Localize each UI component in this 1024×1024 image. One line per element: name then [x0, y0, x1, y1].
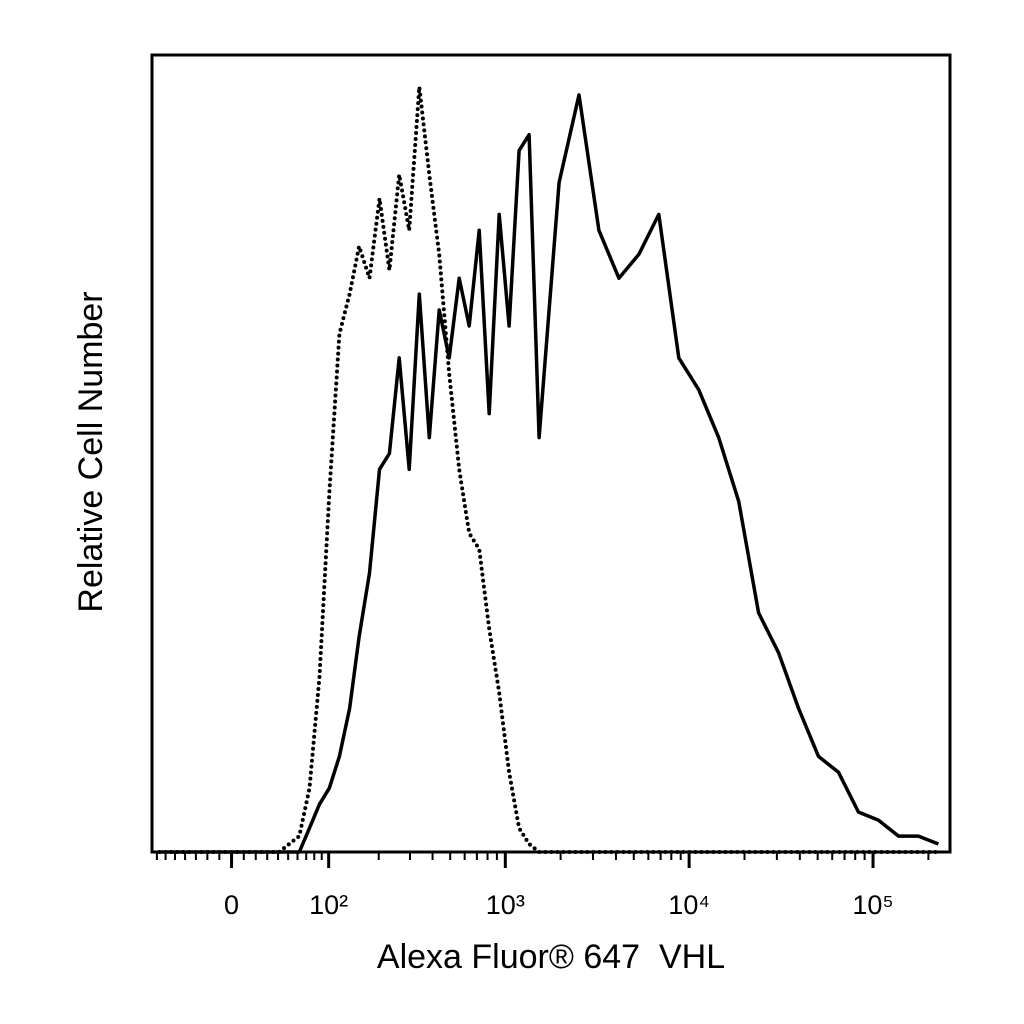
x-tick-label: 10⁵	[852, 890, 893, 920]
plot-frame	[150, 53, 952, 854]
y-axis-label: Relative Cell Number	[72, 291, 110, 612]
x-tick-label: 0	[224, 890, 239, 920]
x-axis-label: Alexa Fluor® 647 VHL	[377, 938, 725, 976]
x-tick-label: 10³	[486, 890, 525, 920]
histogram-line	[159, 93, 940, 854]
x-tick-label: 10⁴	[668, 890, 710, 920]
x-tick-label: 10²	[309, 890, 348, 920]
